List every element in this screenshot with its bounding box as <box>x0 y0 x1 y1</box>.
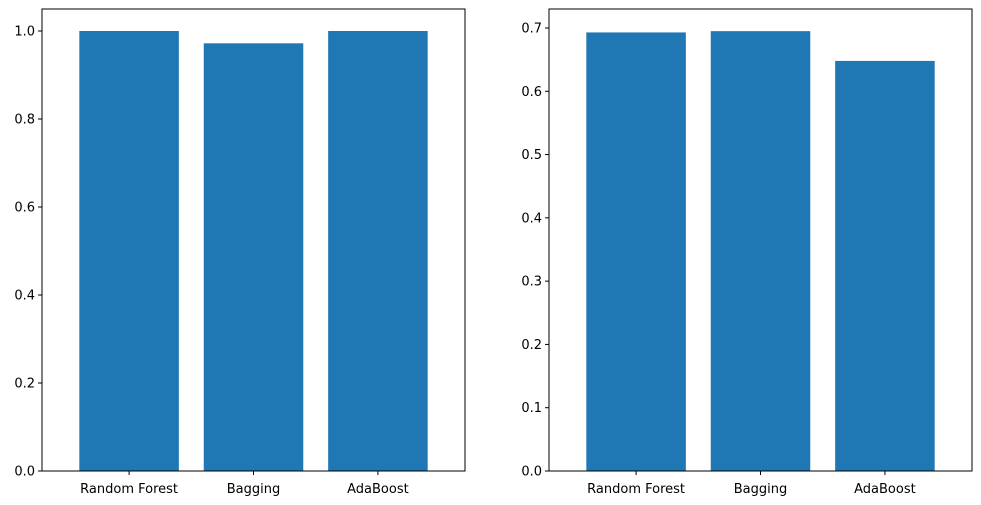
bar-bagging <box>203 43 304 471</box>
chart-right: 0.0 0.1 0.2 0.3 0.4 0.5 0.6 0.7 Random Forest Bag… <box>521 8 973 497</box>
x-tick-label: AdaBoost <box>854 482 916 497</box>
y-tick-label: 0.5 <box>521 148 542 163</box>
y-tick-label: 1.0 <box>14 25 35 40</box>
x-tick-label: Random Forest <box>587 482 685 497</box>
bar-random-forest <box>586 32 686 472</box>
y-tick-label: 0.6 <box>521 85 542 100</box>
y-tick-label: 0.6 <box>14 201 35 216</box>
y-tick-label: 0.0 <box>521 465 542 480</box>
chart-left: 0.0 0.2 0.4 0.6 0.8 1.0 Random Forest Bagging Ad… <box>14 8 466 497</box>
bar-adaboost <box>328 31 428 471</box>
bar-adaboost <box>835 60 935 472</box>
y-tick-label: 0.7 <box>521 21 542 36</box>
bar-random-forest <box>79 31 179 471</box>
y-tick-label: 0.4 <box>521 211 542 226</box>
y-tick-label: 0.2 <box>521 338 542 353</box>
y-tick-label: 0.0 <box>14 465 35 480</box>
x-tick-label: AdaBoost <box>347 482 409 497</box>
y-tick-label: 0.8 <box>14 113 35 128</box>
y-tick-label: 0.1 <box>521 401 542 416</box>
x-tick-label: Bagging <box>227 482 281 497</box>
bar-bagging <box>710 31 811 472</box>
y-tick-label: 0.2 <box>14 377 35 392</box>
y-tick-label: 0.3 <box>521 275 542 290</box>
y-tick-label: 0.4 <box>14 289 35 304</box>
x-tick-label: Random Forest <box>80 482 178 497</box>
x-tick-label: Bagging <box>734 482 788 497</box>
